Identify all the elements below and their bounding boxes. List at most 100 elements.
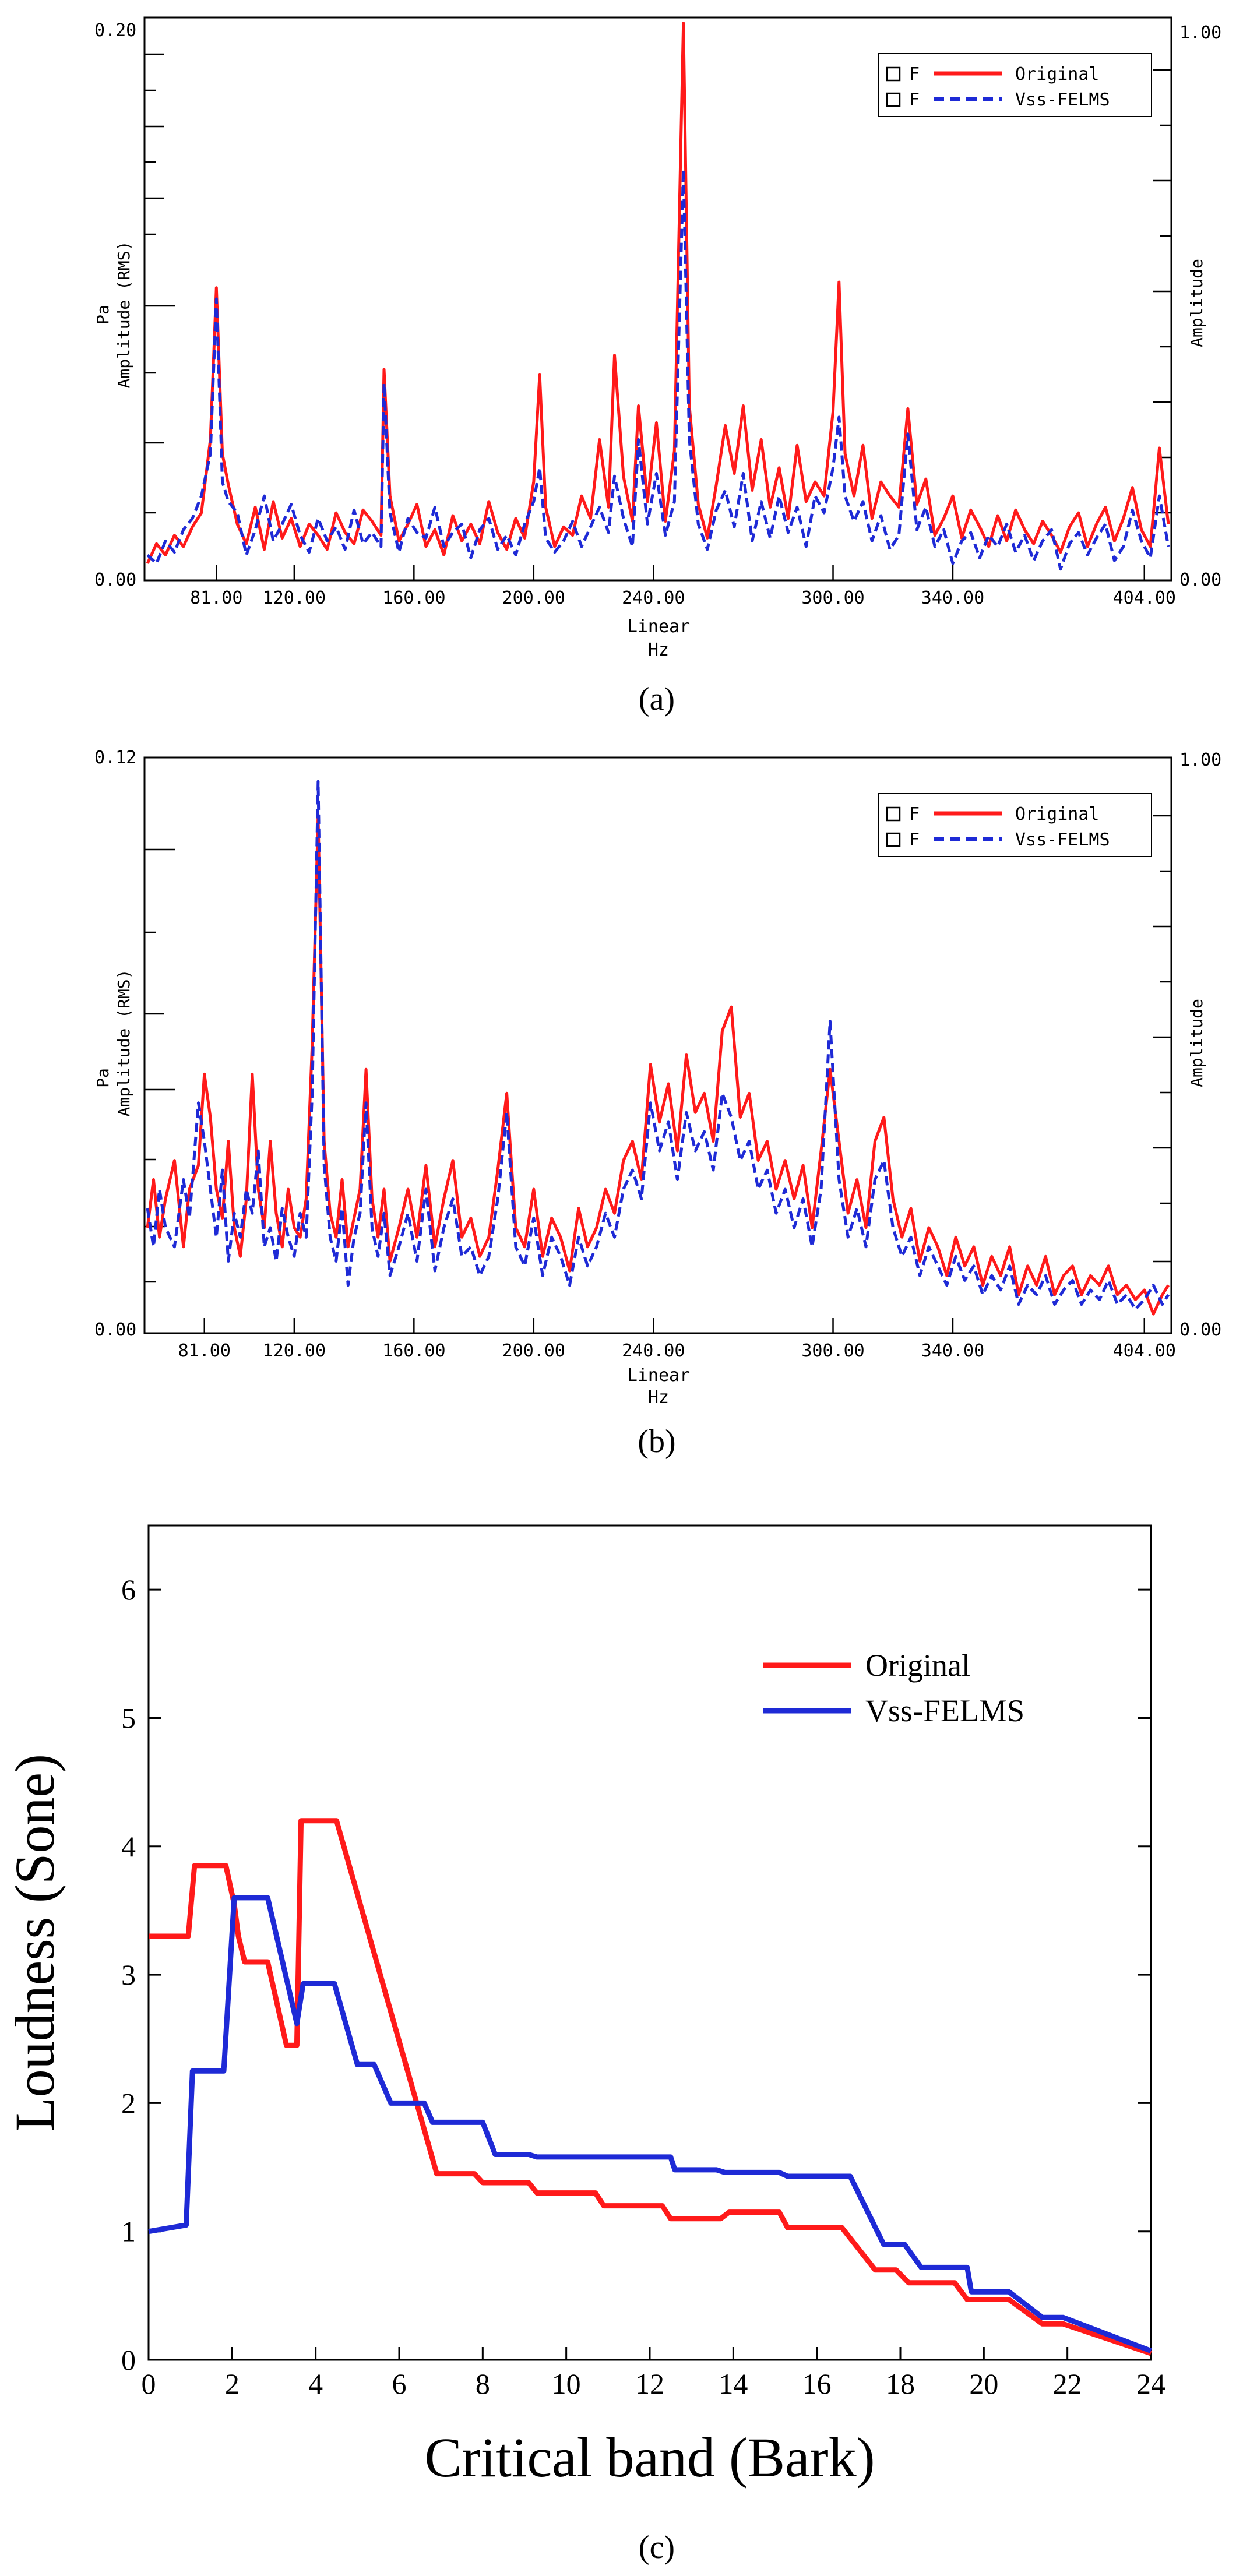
x-tick-label: 0: [142, 2367, 156, 2400]
x-tick-label: 300.00: [801, 1341, 864, 1361]
panel-label: (b): [638, 1423, 675, 1460]
legend-label-vss-felms: Vss-FELMS: [865, 1693, 1024, 1728]
legend-prefix: F: [909, 804, 920, 824]
legend-box: [878, 53, 1152, 117]
legend-label-original: Original: [1015, 64, 1100, 84]
x-axis-unit-label: Hz: [648, 640, 669, 660]
legend-checkbox: [886, 66, 901, 82]
y-axis-label: Amplitude (RMS): [114, 241, 133, 389]
y-axis-label: Amplitude (RMS): [114, 970, 133, 1117]
x-tick-label: 16: [802, 2367, 832, 2400]
x-tick-label: 120.00: [263, 588, 326, 608]
y-left-minor-ticks: [145, 53, 175, 514]
figure-panel-c: 0 2 4 6 8 10 12 14 16 18 20 22 24 0 1 2 3 4 5 6 Original Vs…: [0, 1492, 1236, 2576]
y-tick-label-right-bottom: 0.00: [1179, 1320, 1221, 1340]
legend-checkbox: [886, 806, 901, 822]
y-tick-label: 6: [121, 1573, 136, 1606]
x-tick-label: 2: [225, 2367, 240, 2400]
x-tick-label: 24: [1136, 2367, 1165, 2400]
y-tick-label-left-top: 0.12: [94, 748, 136, 768]
legend-box: [878, 793, 1152, 857]
x-axis-label: Linear: [627, 616, 690, 637]
x-axis-label: Linear: [627, 1365, 690, 1386]
series-line-original: [146, 813, 1170, 1316]
y-tick-label: 5: [121, 1701, 136, 1734]
y-tick-label: 0: [121, 2344, 136, 2376]
x-tick-label: 4: [308, 2367, 323, 2400]
legend-prefix: F: [909, 64, 920, 84]
figure-panel-b: 81.00 120.00 160.00 200.00 240.00 300.00 340.0…: [0, 740, 1236, 1468]
spectrum-chart-a: 81.00 120.00 160.00 200.00 240.00 300.00 340.0…: [93, 16, 1221, 717]
x-tick-label: 340.00: [921, 1341, 984, 1361]
x-tick-label: 18: [886, 2367, 915, 2400]
series-group: [146, 22, 1170, 571]
x-tick-group: 81.00 120.00 160.00 200.00 240.00 300.00 340.0…: [178, 1318, 1176, 1361]
x-axis-unit-label: Hz: [648, 1387, 669, 1408]
x-tick-label: 240.00: [622, 1341, 685, 1361]
y-axis-unit-label: Pa: [93, 1068, 112, 1088]
x-tick-label: 12: [635, 2367, 664, 2400]
y-right-minor-ticks: [1153, 815, 1171, 1263]
x-tick-label: 120.00: [263, 1341, 326, 1361]
series-line-vss-felms: [148, 1895, 1152, 2353]
x-tick-label: 200.00: [502, 588, 565, 608]
legend-prefix: F: [909, 830, 920, 850]
y-axis-right-label: Amplitude: [1187, 999, 1206, 1087]
y-tick-label-right-top: 1.00: [1179, 750, 1221, 770]
y-right-minor-ticks: [1153, 69, 1171, 514]
legend-checkbox: [886, 832, 901, 847]
x-tick-label: 340.00: [921, 588, 984, 608]
y-tick-label: 2: [121, 2087, 136, 2119]
x-tick-label: 240.00: [622, 588, 685, 608]
y-axis-right-label: Amplitude: [1187, 259, 1206, 347]
legend: Original Vss-FELMS: [763, 1648, 1024, 1728]
y-tick-label: 3: [121, 1958, 136, 1991]
panel-label: (a): [639, 681, 675, 717]
y-axis-unit-label: Pa: [93, 305, 112, 325]
panel-label: (c): [639, 2529, 675, 2566]
y-tick-label-left-top: 0.20: [94, 20, 136, 41]
y-tick-label-right-bottom: 0.00: [1179, 570, 1221, 590]
x-tick-label: 20: [969, 2367, 998, 2400]
legend-label-original: Original: [865, 1648, 970, 1683]
x-tick-label: 6: [392, 2367, 407, 2400]
series-group: [146, 780, 1170, 1316]
x-tick-label: 14: [719, 2367, 748, 2400]
x-tick-label: 8: [476, 2367, 490, 2400]
x-tick-label: 22: [1053, 2367, 1082, 2400]
series-group: [148, 1818, 1152, 2356]
x-axis-label: Critical band (Bark): [424, 2426, 875, 2489]
y-tick-label-right-top: 1.00: [1179, 23, 1221, 43]
x-tick-label: 81.00: [178, 1341, 231, 1361]
series-line-vss-felms: [146, 780, 1170, 1311]
x-tick-label: 200.00: [502, 1341, 565, 1361]
spectrum-chart-b: 81.00 120.00 160.00 200.00 240.00 300.00 340.0…: [93, 748, 1221, 1460]
series-line-vss-felms: [146, 168, 1170, 571]
series-line-original: [146, 22, 1170, 565]
y-tick-label-left-bottom: 0.00: [94, 1320, 136, 1340]
plot-frame: [143, 16, 1172, 582]
x-tick-label: 81.00: [190, 588, 242, 608]
plot-frame: [143, 756, 1172, 1334]
legend-checkbox: [886, 92, 901, 107]
y-tick-label: 1: [121, 2215, 136, 2248]
legend-prefix: F: [909, 90, 920, 110]
x-tick-group: 81.00 120.00 160.00 200.00 240.00 300.00 340.0…: [190, 565, 1176, 608]
legend: F Original F Vss-FELMS: [878, 53, 1152, 117]
x-tick-label: 404.00: [1113, 1341, 1176, 1361]
x-tick-label: 160.00: [382, 1341, 445, 1361]
x-tick-label: 10: [552, 2367, 581, 2400]
legend: F Original F Vss-FELMS: [878, 793, 1152, 857]
series-line-original: [149, 1818, 1152, 2356]
legend-label-original: Original: [1015, 804, 1100, 824]
figure-panel-a: 81.00 120.00 160.00 200.00 240.00 300.00 340.0…: [0, 0, 1236, 723]
legend-label-vss-felms: Vss-FELMS: [1015, 90, 1110, 110]
y-axis-label: Loudness (Sone): [3, 1754, 66, 2131]
x-tick-label: 404.00: [1113, 588, 1176, 608]
x-tick-label: 160.00: [382, 588, 445, 608]
x-tick-label: 300.00: [801, 588, 864, 608]
y-tick-label: 4: [121, 1830, 136, 1863]
y-tick-label-left-bottom: 0.00: [94, 570, 136, 590]
legend-label-vss-felms: Vss-FELMS: [1015, 830, 1110, 850]
